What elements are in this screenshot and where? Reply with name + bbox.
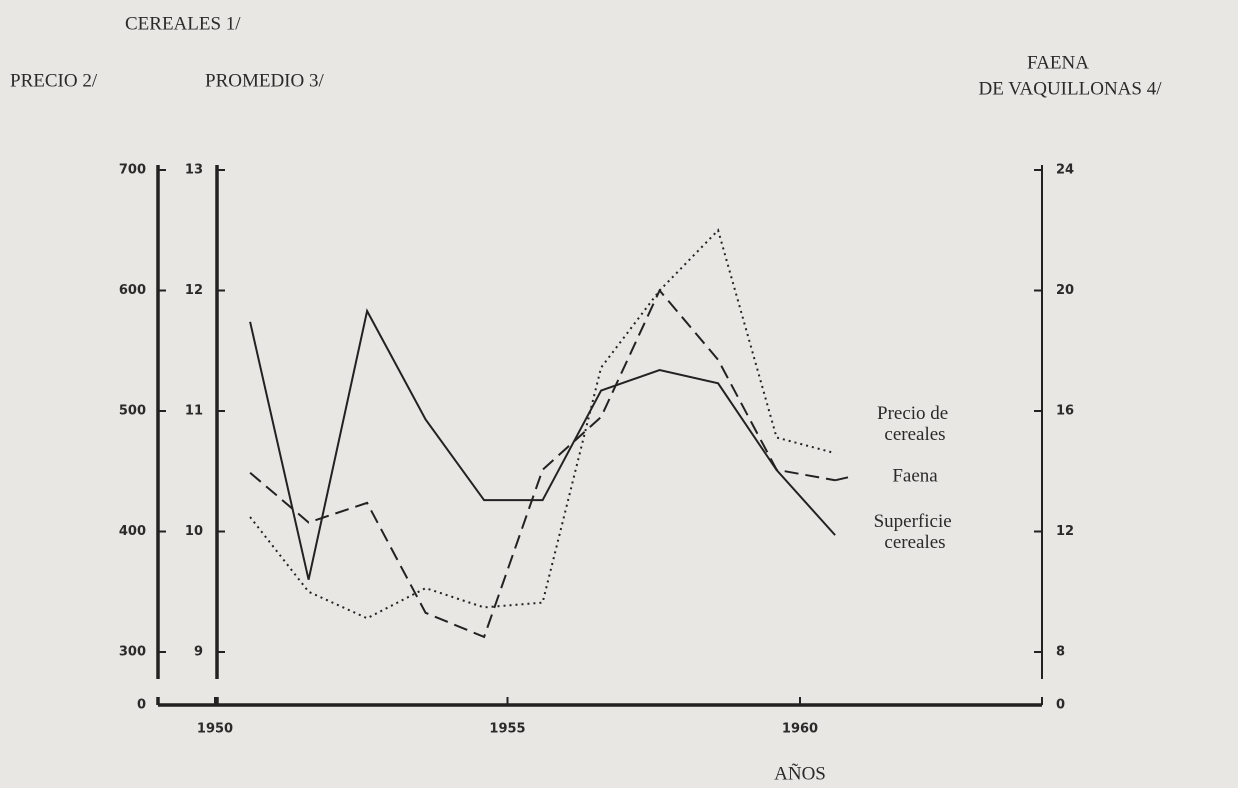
x-tick-label: 1960 xyxy=(782,722,818,737)
y-tick-label: 700 xyxy=(119,163,146,178)
y-axis-label: PRECIO 2/ xyxy=(10,70,98,91)
series-label: Faena xyxy=(892,466,938,487)
y2-tick-label: 16 xyxy=(1056,404,1074,419)
y3-axis-label: PROMEDIO 3/ xyxy=(205,70,324,91)
y3-tick-label: 11 xyxy=(185,404,203,419)
y2-tick-label: 24 xyxy=(1056,163,1074,178)
y3-tick-label: 13 xyxy=(185,163,203,178)
y-tick-label: 300 xyxy=(119,645,146,660)
x-axis-label: AÑOS xyxy=(774,762,826,784)
y2-tick-label: 20 xyxy=(1056,283,1074,298)
y-tick-label: 500 xyxy=(119,404,146,419)
y2-axis-label: DE VAQUILLONAS 4/ xyxy=(979,78,1163,99)
y3-tick-label: 12 xyxy=(185,283,203,298)
y-tick-label: 600 xyxy=(119,283,146,298)
y2-tick-label: 0 xyxy=(1056,698,1065,713)
y2-tick-label: 8 xyxy=(1056,645,1065,660)
series-line xyxy=(249,288,836,639)
y2-tick-label: 12 xyxy=(1056,524,1074,539)
y-tick-label: 400 xyxy=(119,524,146,539)
y2-axis-label: FAENA xyxy=(1027,52,1089,73)
chart-title: CEREALES 1/ xyxy=(125,13,241,34)
x-tick-label: 1955 xyxy=(489,722,525,737)
y3-tick-label: 10 xyxy=(185,524,203,539)
y-tick-label: 0 xyxy=(137,698,146,713)
x-tick-label: 1950 xyxy=(197,722,233,737)
series-label: Superficie cereales xyxy=(874,511,957,553)
series-line xyxy=(249,308,836,580)
series-leader xyxy=(834,476,849,482)
series-label: Precio de cereales xyxy=(877,404,953,446)
y3-tick-label: 9 xyxy=(194,645,203,660)
